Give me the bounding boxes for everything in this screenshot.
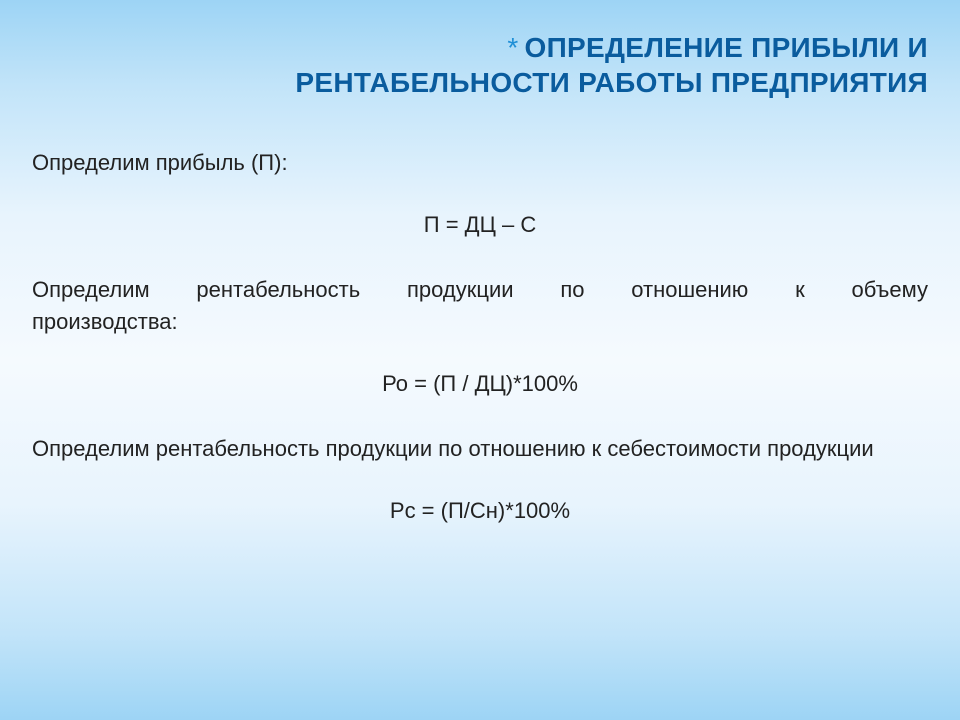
slide-title: *ОПРЕДЕЛЕНИЕ ПРИБЫЛИ И РЕНТАБЕЛЬНОСТИ РА…: [32, 30, 928, 100]
formula-1: П = ДЦ – С: [32, 210, 928, 240]
paragraph-2-line2: производства:: [32, 307, 928, 337]
formula-3: Рс = (П/Сн)*100%: [32, 496, 928, 526]
paragraph-3: Определим рентабельность продукции по от…: [32, 434, 928, 464]
paragraph-2-line1: Определим рентабельность продукции по от…: [32, 275, 928, 305]
slide-container: *ОПРЕДЕЛЕНИЕ ПРИБЫЛИ И РЕНТАБЕЛЬНОСТИ РА…: [0, 0, 960, 720]
title-line-1: *ОПРЕДЕЛЕНИЕ ПРИБЫЛИ И: [32, 30, 928, 65]
title-line-2: РЕНТАБЕЛЬНОСТИ РАБОТЫ ПРЕДПРИЯТИЯ: [32, 65, 928, 100]
slide-body: Определим прибыль (П): П = ДЦ – С Опреде…: [32, 148, 928, 526]
paragraph-1: Определим прибыль (П):: [32, 148, 928, 178]
formula-2: Ро = (П / ДЦ)*100%: [32, 369, 928, 399]
title-text-1: ОПРЕДЕЛЕНИЕ ПРИБЫЛИ И: [525, 32, 928, 63]
asterisk-icon: *: [507, 32, 518, 63]
